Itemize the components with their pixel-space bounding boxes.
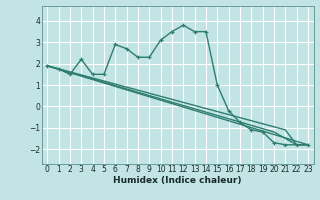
X-axis label: Humidex (Indice chaleur): Humidex (Indice chaleur) — [113, 176, 242, 185]
